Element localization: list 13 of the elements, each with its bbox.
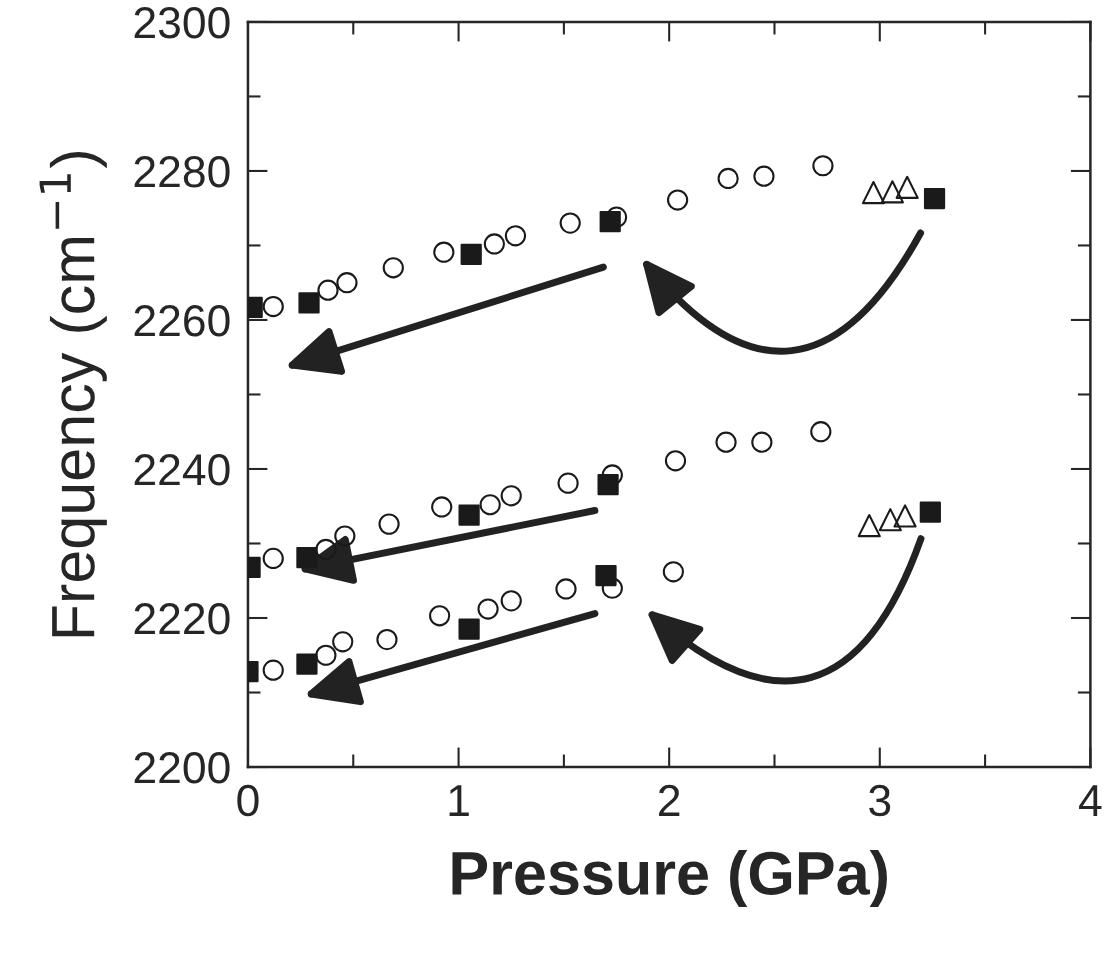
- y-tick-label: 2240: [134, 454, 230, 486]
- y-axis-title: Frequency (cm$^{−1}$): [39, 151, 107, 637]
- x-tick-label: 4: [1079, 785, 1102, 816]
- y-tick-label: 2220: [134, 603, 230, 635]
- y-tick-label: 2200: [134, 752, 230, 784]
- y-tick-label: 2260: [134, 305, 230, 337]
- x-tick-label: 0: [237, 784, 259, 817]
- x-tick-label: 3: [869, 784, 891, 817]
- x-axis-title: Pressure (GPa): [452, 850, 887, 908]
- x-tick-label: 1: [449, 785, 469, 816]
- x-tick-label: 2: [659, 784, 680, 816]
- y-tick-label: 2280: [134, 156, 230, 188]
- y-tick-label: 2300: [134, 7, 230, 39]
